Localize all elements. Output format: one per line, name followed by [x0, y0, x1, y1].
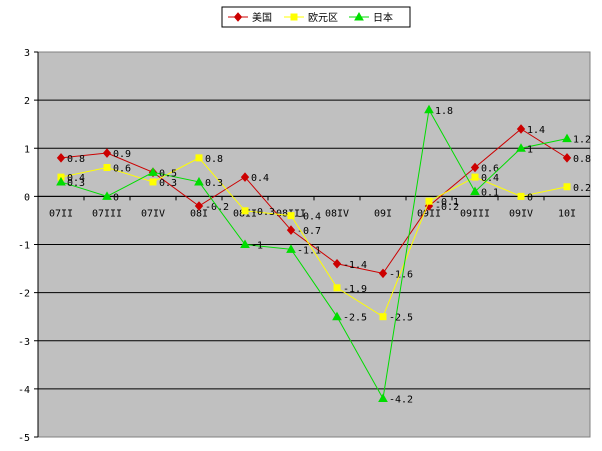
data-point	[56, 176, 66, 186]
data-point	[378, 268, 388, 279]
data-label: 1.2	[573, 135, 591, 146]
data-label: 0.3	[67, 178, 85, 189]
x-tick-label: 09III	[460, 208, 490, 219]
data-point	[562, 133, 572, 143]
data-label: -0.3	[251, 207, 275, 218]
data-label: 0.9	[113, 149, 131, 160]
y-tick-label: 3	[24, 48, 30, 59]
data-point	[471, 173, 479, 181]
data-label: 0.8	[67, 154, 85, 165]
data-label: 0.1	[481, 188, 499, 199]
data-label: -1.9	[343, 284, 367, 295]
data-point	[287, 212, 295, 220]
x-tick-label: 10I	[558, 208, 576, 219]
data-point	[56, 153, 66, 163]
data-label: -0.1	[435, 197, 459, 208]
x-tick-label: 09I	[374, 208, 392, 219]
data-label: -1.4	[343, 260, 367, 271]
data-point	[470, 186, 480, 196]
data-point	[332, 258, 342, 269]
legend-label: 日本	[373, 11, 393, 24]
data-point	[563, 183, 571, 191]
legend-label: 欧元区	[308, 12, 338, 24]
data-point	[240, 172, 250, 182]
data-label: 1	[527, 144, 533, 155]
x-tick-label: 09IV	[509, 208, 533, 219]
y-tick-label: 1	[24, 144, 30, 155]
data-point	[194, 176, 204, 186]
data-label: -2.5	[389, 313, 413, 324]
data-label: -0.2	[205, 202, 229, 213]
data-point	[424, 104, 434, 114]
data-point	[516, 124, 526, 134]
y-tick-label: -1	[18, 241, 30, 252]
data-point	[148, 167, 158, 176]
data-label: 1.4	[527, 125, 545, 136]
data-point	[240, 239, 250, 248]
y-tick-label: -2	[18, 289, 30, 300]
data-label: 0.2	[573, 183, 591, 194]
data-point	[562, 153, 572, 163]
legend-swatch-marker	[290, 13, 298, 21]
data-point	[333, 284, 341, 292]
data-point	[149, 178, 157, 186]
data-label: 0.3	[205, 178, 223, 189]
data-point	[102, 191, 112, 200]
series-line	[60, 108, 568, 400]
x-tick-label: 08IV	[325, 208, 349, 219]
legend-swatch-marker	[233, 12, 243, 22]
data-point	[241, 207, 249, 215]
data-label: -2.5	[343, 313, 367, 324]
x-tick-label: 07II	[49, 208, 73, 219]
y-tick-label: 0	[24, 192, 30, 203]
x-tick-label: 07III	[92, 208, 122, 219]
data-label: 0.4	[481, 173, 499, 184]
data-point	[102, 148, 112, 158]
data-label: 0.4	[251, 173, 269, 184]
data-label: 0.3	[159, 178, 177, 189]
data-label: 0.6	[113, 164, 131, 175]
data-label: -1.6	[389, 269, 413, 280]
data-point	[332, 311, 342, 321]
x-tick-label: 08I	[190, 208, 208, 219]
data-point	[195, 154, 203, 162]
data-label: 0.8	[205, 154, 223, 165]
y-tick-label: 2	[24, 96, 30, 107]
data-label: 0.5	[159, 168, 177, 179]
data-point	[379, 313, 387, 321]
data-label: -4.2	[389, 395, 413, 406]
data-point	[378, 393, 388, 402]
x-tick-label: 07IV	[141, 208, 165, 219]
y-tick-label: -4	[18, 385, 30, 396]
data-label: 0	[113, 192, 119, 203]
data-point	[194, 201, 204, 211]
data-label: 1.8	[435, 106, 453, 117]
legend-label: 美国	[252, 11, 272, 24]
data-point	[516, 143, 526, 152]
data-label: -0.4	[297, 212, 321, 223]
data-point	[286, 244, 296, 253]
data-point	[470, 162, 480, 173]
data-point	[425, 197, 433, 205]
data-label: -0.7	[297, 226, 321, 237]
data-label: -1.1	[297, 245, 321, 256]
data-label: 0	[527, 192, 533, 203]
series-line	[60, 157, 568, 318]
x-tick-label: 09II	[417, 208, 441, 219]
data-point	[517, 192, 525, 200]
series-line	[60, 128, 568, 274]
data-label: 0.8	[573, 154, 591, 165]
data-label: 0.4	[67, 173, 85, 184]
data-point	[103, 164, 111, 171]
y-tick-label: -3	[18, 337, 30, 348]
legend-box	[221, 6, 411, 28]
y-tick-label: -5	[18, 433, 30, 444]
data-label: 0.6	[481, 164, 499, 175]
data-label: -0.2	[435, 202, 459, 213]
data-label: -1	[251, 241, 263, 252]
data-point	[286, 225, 296, 235]
legend-swatch-marker	[354, 11, 364, 21]
